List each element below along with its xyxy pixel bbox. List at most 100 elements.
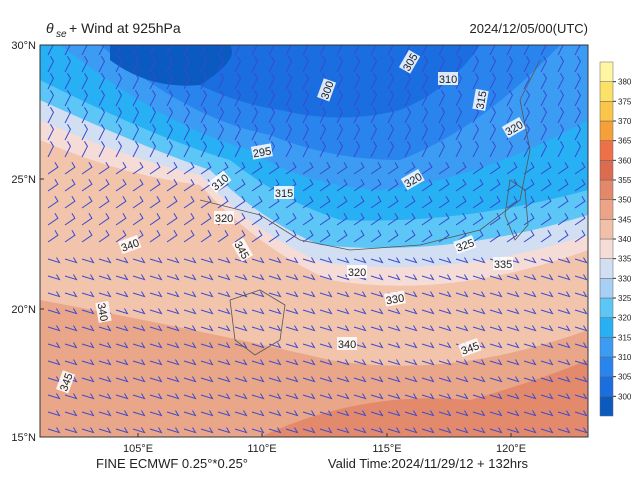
contour-label-bg [453, 235, 477, 255]
wind-barb [574, 393, 588, 400]
wind-barb [472, 376, 486, 383]
contour-label: 310 [438, 72, 458, 86]
wind-barb [370, 342, 384, 349]
wind-barb [217, 161, 229, 175]
wind-barb [370, 141, 378, 158]
wind-barb [574, 257, 588, 264]
wind-barb [455, 107, 463, 124]
wind-barb [183, 342, 197, 349]
title: + Wind at 925hPa [69, 20, 181, 36]
wind-barb [98, 257, 112, 264]
wind-barb [574, 178, 586, 192]
wind-barb [64, 308, 78, 315]
wind-barb [353, 308, 367, 315]
wind-barb [251, 56, 259, 73]
wind-barb [489, 427, 503, 434]
wind-barb [557, 410, 571, 417]
wind-barb [285, 342, 299, 349]
wind-barb [523, 56, 531, 73]
wind-barb [404, 73, 412, 90]
wind-barb [472, 274, 486, 281]
wind-barb [217, 376, 231, 383]
contour-label: 315 [472, 88, 489, 111]
wind-barb [421, 342, 435, 349]
wind-barb [268, 325, 282, 332]
wind-barb [404, 141, 412, 158]
wind-barb [234, 291, 248, 298]
wind-barb [200, 90, 208, 107]
wind-barb [455, 90, 463, 107]
wind-barb [132, 107, 140, 124]
wind-barb [438, 212, 450, 226]
axes: 30°N 25°N 20°N 15°N 105°E 110°E 115°E 120°E [11, 40, 526, 455]
wind-barb [183, 274, 197, 281]
wind-barb [404, 274, 418, 281]
wind-barb [166, 342, 180, 349]
wind-barb [574, 107, 582, 124]
wind-barb [438, 107, 446, 124]
wind-barb [387, 308, 401, 315]
colorbar-box [599, 396, 614, 417]
wind-barb [438, 124, 446, 141]
wind-barb [302, 107, 310, 124]
title-subscript: se [56, 29, 67, 40]
wind-barb [217, 291, 231, 298]
wind-barb [200, 427, 214, 434]
wind-barb [472, 393, 486, 400]
wind-barb [336, 212, 348, 226]
contour-label-bg [398, 49, 421, 74]
wind-barb [489, 90, 497, 107]
wind-barb [370, 376, 384, 383]
wind-barb [47, 308, 61, 315]
wind-barb [421, 107, 429, 124]
colorbar-box [599, 160, 614, 181]
wind-barb [285, 229, 297, 243]
wind-barb [336, 257, 350, 264]
wind-barb [472, 257, 486, 264]
contour-label-text: 320 [215, 213, 233, 225]
wind-barb [319, 274, 333, 281]
wind-barb [47, 45, 54, 56]
wind-barb [336, 410, 350, 417]
wind-barb [370, 229, 382, 243]
colorbar-box [599, 278, 614, 299]
wind-barb [234, 308, 248, 315]
wind-barb [81, 427, 95, 434]
colorbar-label: 340 [618, 235, 632, 244]
wind-barb [149, 325, 163, 332]
wind-barb [115, 107, 123, 124]
wind-barb [149, 90, 157, 107]
wind-barb [234, 376, 248, 383]
wind-barb [47, 229, 59, 243]
wind-barb [370, 45, 377, 56]
colorbar-box [599, 101, 614, 122]
wind-barb [81, 107, 89, 124]
wind-barb [540, 178, 552, 192]
wind-barb [319, 178, 331, 192]
wind-barb [234, 274, 248, 281]
contour-label-bg [501, 116, 526, 139]
wind-barb [251, 325, 265, 332]
wind-barb [217, 410, 231, 417]
wind-barb [115, 73, 123, 90]
wind-barb [387, 45, 394, 56]
wind-barb [472, 291, 486, 298]
wind-barb [217, 90, 225, 107]
contour-label: 340 [337, 337, 357, 351]
wind-barb [183, 257, 197, 264]
wind-barb [200, 274, 214, 281]
wind-barb [404, 410, 418, 417]
wind-barb [183, 90, 191, 107]
wind-barb [217, 274, 231, 281]
wind-barb [47, 257, 61, 264]
wind-barb [98, 427, 112, 434]
contour-label: 345 [458, 338, 482, 358]
wind-barb [370, 73, 378, 90]
wind-barb [200, 229, 212, 243]
colorbar-box [599, 337, 614, 358]
wind-barb [523, 73, 531, 90]
wind-barb [302, 178, 314, 192]
wind-barb [489, 73, 497, 90]
wind-barb [540, 212, 552, 226]
wind-barb [370, 56, 378, 73]
